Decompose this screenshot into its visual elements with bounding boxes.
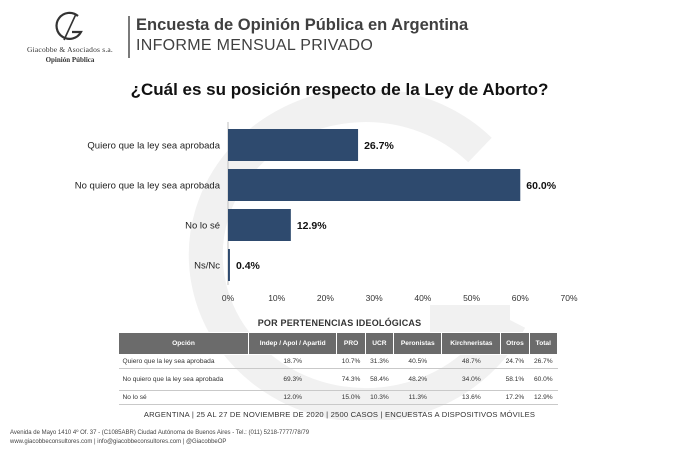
table-header-cell: Otros [500, 332, 530, 355]
table-cell: 13.6% [441, 390, 501, 405]
table-cell: 48.7% [441, 354, 501, 369]
table-cell: 12.0% [248, 390, 337, 405]
table-cell: 74.3% [336, 368, 366, 391]
table-cell: 15.0% [336, 390, 366, 405]
table-header-cell: Kirchneristas [441, 332, 502, 355]
logo-subtitle: Opinión Pública [45, 56, 95, 64]
x-tick-label-2: 20% [317, 293, 334, 303]
table-cell: 18.7% [248, 354, 337, 369]
table-header-cell: Total [528, 332, 559, 355]
table-row: Quiero que la ley sea aprobada 18.7% 10.7%… [118, 354, 558, 369]
data-label-2: 12.9% [297, 220, 327, 232]
x-tick-label-6: 60% [512, 293, 529, 303]
table-header-row: Opción Indep / Apol / Apartid PRO UCR Peroni… [118, 332, 559, 355]
table-cell: 60.0% [529, 368, 558, 391]
table-header-cell: PRO [336, 332, 366, 355]
report-header: Giacobbe & Asociados s.a. Opinión Públic… [0, 0, 679, 72]
x-tick-label-5: 50% [463, 293, 480, 303]
table-cell: 17.2% [500, 390, 530, 405]
table-header-cell: UCR [364, 332, 395, 355]
row-label: No quiero que la ley sea aprobada [118, 368, 249, 391]
logo-company-name: Giacobbe & Asociados s.a. [26, 45, 114, 54]
table-cell: 24.7% [500, 354, 530, 369]
category-label-0: Quiero que la ley sea aprobada [87, 141, 220, 152]
category-label-3: Ns/Nc [194, 261, 220, 272]
table-cell: 48.2% [393, 368, 442, 391]
table-cell: 58.4% [365, 368, 394, 391]
category-label-1: No quiero que la ley sea aprobada [75, 181, 221, 192]
data-label-0: 26.7% [364, 140, 394, 152]
table-cell: 69.3% [248, 368, 337, 391]
table-row: No quiero que la ley sea aprobada 69.3% 74… [118, 368, 558, 391]
company-contact: www.giacobbeconsultores.com | info@giaco… [10, 439, 227, 445]
survey-question: ¿Cuál es su posición respecto de la Ley … [130, 80, 549, 99]
bar-3 [228, 249, 230, 281]
x-tick-label-7: 70% [560, 293, 577, 303]
category-label-2: No lo sé [185, 221, 220, 232]
table-header-cell: Indep / Apol / Apartid [247, 332, 338, 355]
table-cell: 10.7% [336, 354, 366, 369]
row-label: Quiero que la ley sea aprobada [118, 354, 249, 369]
table-header-cell: Opción [118, 332, 249, 355]
bar-chart: Quiero que la ley sea aprobada 26.7% No qu… [75, 122, 578, 303]
report-title: Encuesta de Opinión Pública en Argentina [136, 16, 469, 34]
bar-1 [228, 169, 521, 201]
table-cell: 11.3% [393, 390, 442, 405]
table-cell: 58.1% [500, 368, 530, 391]
table-cell: 34.0% [441, 368, 501, 391]
logo-mark-icon [55, 11, 83, 41]
company-logo: Giacobbe & Asociados s.a. Opinión Públic… [22, 10, 118, 70]
report-subtitle: INFORME MENSUAL PRIVADO [136, 37, 374, 54]
company-address: Avenida de Mayo 1410 4º Of. 37 - (C1085A… [10, 430, 310, 436]
table-cell: 26.7% [529, 354, 558, 369]
x-tick-label-1: 10% [268, 293, 285, 303]
row-label: No lo sé [118, 390, 249, 405]
table-row: No lo sé 12.0% 15.0% 10.3% 11.3% 13.6% 17.2% 12… [118, 390, 558, 405]
table-cell: 40.5% [393, 354, 442, 369]
table-title: POR PERTENENCIAS IDEOLÓGICAS [257, 318, 422, 328]
table-header-cell: Peronistas [393, 332, 443, 355]
x-tick-label-4: 40% [414, 293, 431, 303]
header-divider [128, 16, 130, 58]
bar-2 [228, 209, 291, 241]
x-tick-label-0: 0% [222, 293, 235, 303]
survey-footnote: ARGENTINA | 25 AL 27 DE NOVIEMBRE DE 202… [143, 410, 536, 419]
ideology-table: Opción Indep / Apol / Apartid PRO UCR Peroni… [118, 332, 559, 405]
table-cell: 12.9% [529, 390, 558, 405]
table-cell: 10.3% [365, 390, 394, 405]
bar-0 [228, 129, 359, 161]
data-label-1: 60.0% [526, 180, 556, 192]
table-cell: 31.3% [365, 354, 394, 369]
data-label-3: 0.4% [236, 260, 261, 272]
x-tick-label-3: 30% [366, 293, 383, 303]
